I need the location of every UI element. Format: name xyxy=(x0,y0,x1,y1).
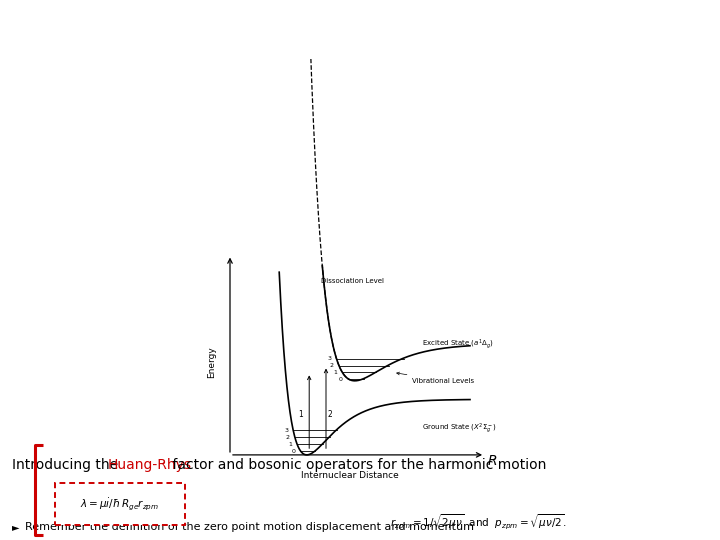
Text: 1: 1 xyxy=(298,410,303,418)
Text: Ground State $(X^2\Sigma_g^-)$: Ground State $(X^2\Sigma_g^-)$ xyxy=(422,422,497,436)
Text: Vibrational Levels: Vibrational Levels xyxy=(397,372,474,383)
Text: 0: 0 xyxy=(339,377,343,382)
Text: factor and bosonic operators for the harmonic motion: factor and bosonic operators for the har… xyxy=(168,458,546,472)
Text: 1: 1 xyxy=(288,442,292,447)
Text: Energy: Energy xyxy=(207,346,217,378)
Text: 1: 1 xyxy=(333,370,337,375)
Text: $\lambda = \mu\dot{\imath}/\hbar \, R_{ge} r_{zpm}$: $\lambda = \mu\dot{\imath}/\hbar \, R_{g… xyxy=(81,496,160,512)
Text: ►: ► xyxy=(12,522,19,532)
Text: Dissociation Level: Dissociation Level xyxy=(321,278,384,284)
Text: $R$: $R$ xyxy=(487,454,498,468)
Text: Excited State $(a^1\Delta_g)$: Excited State $(a^1\Delta_g)$ xyxy=(422,337,494,350)
Text: 2: 2 xyxy=(286,435,289,440)
Text: 0: 0 xyxy=(292,449,295,454)
Text: Deriving the Holstein Hamiltonian: Deriving the Holstein Hamiltonian xyxy=(13,19,366,40)
Text: 3: 3 xyxy=(284,428,288,433)
Text: 2: 2 xyxy=(330,363,334,368)
Text: Huang-Rhys: Huang-Rhys xyxy=(108,458,192,472)
Text: Introducing the: Introducing the xyxy=(12,458,122,472)
FancyBboxPatch shape xyxy=(55,483,185,525)
Text: $r_{zpm} = 1/\sqrt{2\mu\nu}$  and  $p_{zpm} = \sqrt{\mu\nu/2}.$: $r_{zpm} = 1/\sqrt{2\mu\nu}$ and $p_{zpm… xyxy=(390,513,567,532)
Text: 2: 2 xyxy=(327,410,332,418)
Text: 3: 3 xyxy=(328,356,331,361)
Text: Internuclear Distance: Internuclear Distance xyxy=(301,471,399,480)
Text: Remember the definition of the zero point motion displacement and momentum: Remember the definition of the zero poin… xyxy=(25,522,474,532)
